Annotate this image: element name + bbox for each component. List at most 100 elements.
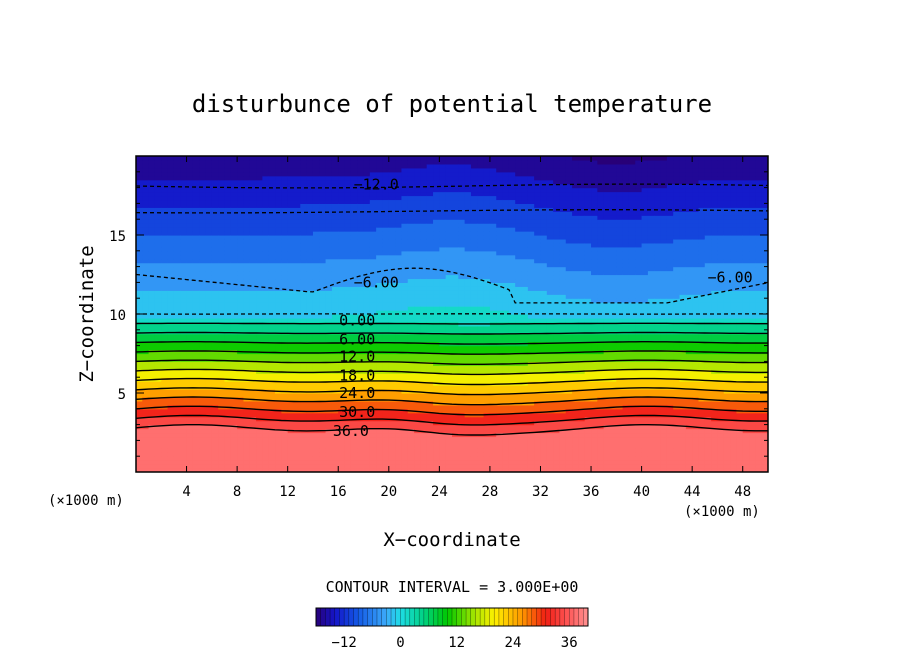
contour-fill-cell xyxy=(199,159,207,165)
contour-fill-cell xyxy=(433,203,440,208)
contour-fill-cell xyxy=(243,302,251,307)
contour-fill-cell xyxy=(268,428,276,434)
contour-fill-cell xyxy=(325,440,333,445)
contour-fill-cell xyxy=(281,175,289,181)
contour-fill-cell xyxy=(161,199,169,204)
contour-fill-cell xyxy=(262,179,270,185)
contour-fill-cell xyxy=(281,294,289,299)
contour-fill-cell xyxy=(294,396,301,402)
contour-fill-cell xyxy=(376,428,384,434)
contour-fill-cell xyxy=(357,361,365,366)
contour-fill-cell xyxy=(521,215,529,220)
contour-fill-cell xyxy=(369,254,377,260)
contour-fill-cell xyxy=(211,254,219,260)
contour-fill-cell xyxy=(312,167,320,173)
contour-fill-cell xyxy=(414,337,421,343)
contour-fill-cell xyxy=(388,171,396,177)
contour-fill-cell xyxy=(331,235,339,240)
contour-fill-cell xyxy=(275,306,282,311)
contour-fill-cell xyxy=(148,317,156,323)
contour-fill-cell xyxy=(262,452,270,457)
contour-fill-cell xyxy=(502,353,510,359)
contour-fill-cell xyxy=(496,262,504,268)
contour-fill-cell xyxy=(331,223,339,228)
contour-fill-cell xyxy=(331,365,339,370)
contour-fill-cell xyxy=(420,412,428,418)
contour-fill-cell xyxy=(154,219,162,224)
contour-fill-cell xyxy=(369,428,377,434)
contour-fill-cell xyxy=(508,254,516,260)
contour-fill-cell xyxy=(300,385,308,390)
contour-fill-cell xyxy=(186,156,194,161)
contour-fill-cell xyxy=(388,187,396,193)
contour-fill-cell xyxy=(300,412,308,418)
contour-fill-cell xyxy=(477,278,485,283)
contour-fill-cell xyxy=(458,235,466,240)
contour-fill-cell xyxy=(218,416,226,422)
contour-fill-cell xyxy=(306,333,314,339)
contour-fill-cell xyxy=(382,175,390,181)
contour-fill-cell xyxy=(388,424,396,430)
contour-fill-cell xyxy=(180,175,188,181)
contour-fill-cell xyxy=(357,215,365,220)
contour-fill-cell xyxy=(489,444,497,449)
contour-fill-cell xyxy=(433,262,440,268)
contour-fill-cell xyxy=(357,424,365,430)
contour-fill-cell xyxy=(243,199,251,204)
contour-fill-cell xyxy=(527,460,535,465)
contour-fill-cell xyxy=(243,207,251,212)
contour-fill-cell xyxy=(458,254,466,260)
contour-fill-cell xyxy=(256,432,263,438)
contour-fill-cell xyxy=(161,167,169,173)
contour-fill-cell xyxy=(433,191,440,197)
contour-fill-cell xyxy=(287,329,295,335)
contour-fill-cell xyxy=(395,156,403,161)
contour-fill-cell xyxy=(275,227,282,232)
contour-fill-cell xyxy=(508,385,516,390)
contour-fill-cell xyxy=(420,408,428,414)
contour-fill-cell xyxy=(249,215,257,220)
contour-fill-cell xyxy=(287,325,295,331)
contour-fill-cell xyxy=(357,325,365,331)
contour-fill-cell xyxy=(312,381,320,386)
contour-fill-cell xyxy=(237,306,245,311)
contour-fill-cell xyxy=(508,377,516,382)
contour-fill-cell xyxy=(154,235,162,240)
contour-fill-cell xyxy=(256,373,263,378)
contour-fill-cell xyxy=(521,290,529,295)
contour-fill-cell xyxy=(483,227,491,232)
contour-fill-cell xyxy=(237,171,245,177)
contour-fill-cell xyxy=(508,223,516,228)
contour-fill-cell xyxy=(452,456,459,461)
contour-fill-cell xyxy=(508,420,516,426)
contour-fill-cell xyxy=(256,163,263,169)
contour-fill-cell xyxy=(508,266,516,272)
contour-fill-cell xyxy=(331,159,339,165)
contour-fill-cell xyxy=(211,460,219,465)
contour-fill-cell xyxy=(148,250,156,256)
contour-fill-cell xyxy=(319,282,327,287)
contour-fill-cell xyxy=(420,456,428,461)
contour-fill-cell xyxy=(287,171,295,177)
contour-fill-cell xyxy=(325,262,333,268)
contour-fill-cell xyxy=(161,302,169,307)
contour-fill-cell xyxy=(527,464,535,469)
contour-fill-cell xyxy=(426,460,434,465)
contour-fill-cell xyxy=(508,365,516,370)
contour-fill-cell xyxy=(148,341,156,347)
contour-fill-cell xyxy=(395,159,403,165)
contour-fill-cell xyxy=(426,183,434,189)
contour-fill-cell xyxy=(262,460,270,465)
contour-fill-cell xyxy=(180,286,188,291)
contour-fill-cell xyxy=(136,231,143,236)
contour-fill-cell xyxy=(211,274,219,280)
contour-fill-cell xyxy=(502,250,510,256)
contour-fill-cell xyxy=(142,436,150,441)
contour-fill-cell xyxy=(173,325,181,331)
contour-fill-cell xyxy=(325,266,333,272)
contour-fill-cell xyxy=(312,254,320,260)
contour-fill-cell xyxy=(433,195,440,201)
contour-fill-cell xyxy=(527,444,535,449)
contour-fill-cell xyxy=(287,432,295,438)
contour-fill-cell xyxy=(433,179,440,185)
